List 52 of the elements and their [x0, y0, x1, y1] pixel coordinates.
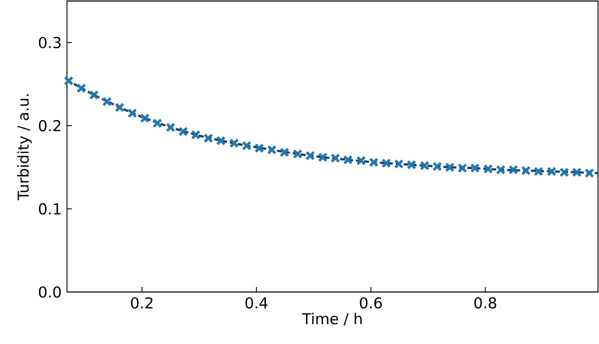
point [305, 150, 316, 160]
point [470, 163, 480, 173]
point [572, 167, 582, 178]
y-tick-label: 0.3 [38, 36, 61, 48]
y-tick-label: 0.0 [38, 286, 61, 298]
point [152, 118, 162, 128]
point [483, 164, 493, 174]
point [534, 166, 544, 176]
point [216, 136, 226, 146]
x-axis-title: Time / h [302, 312, 362, 326]
point [242, 140, 252, 150]
point [368, 157, 379, 168]
point [432, 162, 442, 172]
y-tick-label: 0.1 [38, 203, 60, 215]
point [330, 153, 340, 163]
point [204, 133, 214, 143]
point [546, 166, 556, 176]
point [190, 130, 201, 140]
point [559, 167, 570, 178]
x-tick-label: 0.6 [360, 297, 382, 309]
point [521, 166, 531, 176]
point [496, 164, 506, 175]
point [114, 102, 124, 112]
point [406, 160, 416, 170]
y-axis-title: Turbidity / a.u. [17, 94, 32, 200]
point [394, 159, 404, 169]
point [584, 168, 594, 178]
point [127, 108, 138, 118]
point [140, 113, 150, 124]
point [89, 90, 99, 100]
point [381, 158, 392, 168]
point [178, 126, 188, 136]
point [508, 164, 518, 175]
point [76, 83, 86, 94]
point [229, 138, 239, 148]
point [458, 163, 468, 173]
point [343, 154, 353, 165]
point [318, 152, 328, 162]
point [356, 156, 366, 166]
point [64, 76, 74, 86]
point [102, 96, 112, 106]
point [444, 162, 455, 172]
x-tick-label: 0.4 [245, 297, 268, 309]
point [267, 145, 277, 155]
point [166, 122, 176, 132]
point [292, 149, 302, 159]
x-tick-label: 0.2 [131, 297, 152, 309]
point [420, 160, 430, 170]
point [254, 143, 264, 153]
point [280, 148, 290, 158]
x-tick-label: 0.8 [474, 297, 496, 309]
y-tick-label: 0.2 [38, 120, 60, 132]
